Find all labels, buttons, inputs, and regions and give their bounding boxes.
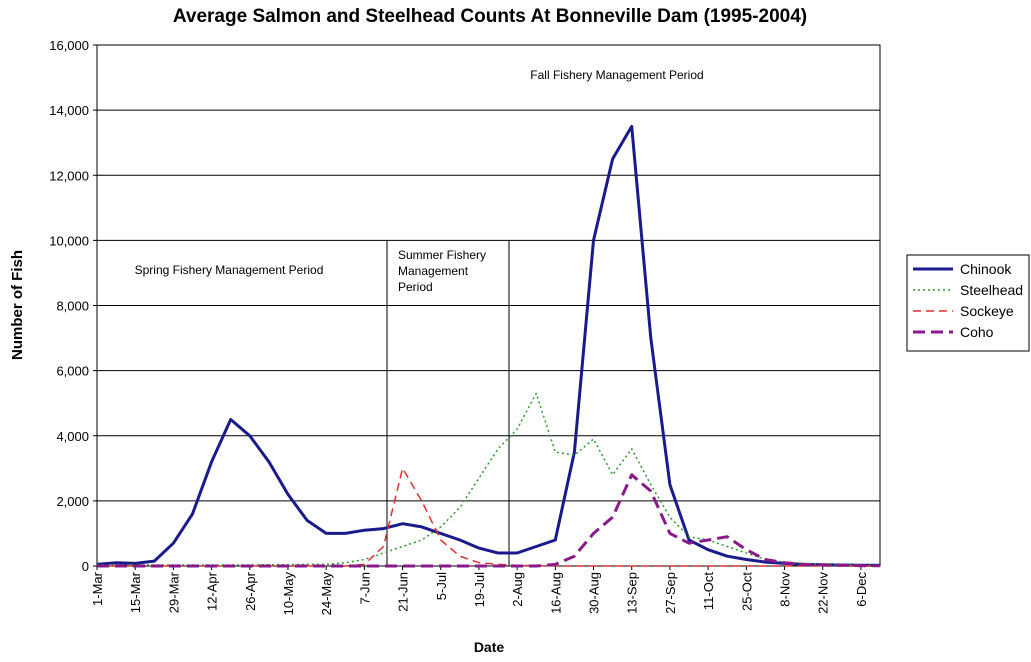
x-tick-label: 8-Nov [778,572,793,607]
legend-label: Sockeye [960,303,1014,319]
x-tick-label: 15-Mar [128,571,143,613]
x-axis-label: Date [474,639,505,655]
annotation: Management [398,264,469,278]
y-tick-label: 12,000 [49,168,89,183]
annotation: Period [398,280,433,294]
series-line [96,124,880,567]
x-tick-label: 21-Jun [396,572,411,612]
y-tick-label: 16,000 [49,38,89,53]
plot-frame [96,44,881,567]
x-tick-label: 29-Mar [166,571,181,613]
x-tick-label: 7-Jun [357,572,372,605]
chart-title: Average Salmon and Steelhead Counts At B… [173,6,807,27]
x-tick-label: 2-Aug [510,572,525,607]
y-tick-label: 4,000 [56,429,89,444]
y-tick-label: 6,000 [56,364,89,379]
x-tick-label: 1-Mar [90,571,105,606]
x-tick-label: 10-May [281,572,296,616]
x-tick-label: 26-Apr [243,571,258,611]
x-tick-label: 27-Sep [663,572,678,614]
y-axis-label: Number of Fish [9,250,26,360]
x-tick-label: 16-Aug [548,572,563,614]
x-tick-label: 11-Oct [701,572,716,610]
series-line [97,392,881,567]
y-tick-label: 14,000 [49,103,89,118]
x-tick-label: 6-Dec [854,572,869,607]
x-tick-label: 5-Jul [434,572,449,600]
x-tick-label: 25-Oct [739,572,754,611]
annotation: Fall Fishery Management Period [530,68,703,82]
legend-label: Chinook [960,261,1012,277]
x-tick-label: 22-Nov [816,572,831,614]
x-tick-label: 13-Sep [625,572,640,614]
x-tick-label: 30-Aug [587,572,602,614]
y-tick-label: 10,000 [49,233,89,248]
x-tick-label: 19-Jul [472,572,487,608]
legend-box [906,254,1030,352]
legend-label: Steelhead [960,282,1023,298]
annotation: Spring Fishery Management Period [135,263,324,277]
x-tick-label: 12-Apr [205,571,220,611]
series-line [97,473,880,568]
y-tick-label: 0 [82,559,89,574]
y-tick-label: 2,000 [56,494,89,509]
annotation: Summer Fishery [398,248,486,262]
y-tick-label: 8,000 [56,299,89,314]
legend-label: Coho [960,324,994,340]
x-tick-label: 24-May [319,572,334,616]
